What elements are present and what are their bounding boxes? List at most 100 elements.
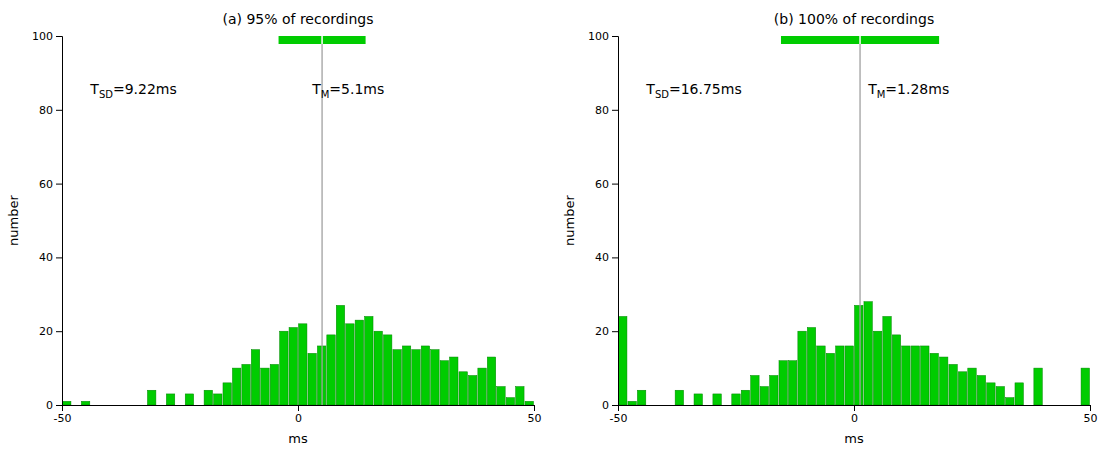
bar xyxy=(421,346,429,405)
bar xyxy=(1053,405,1061,406)
tick-mark xyxy=(612,184,618,185)
mean-line xyxy=(859,36,860,405)
tick-label: 60 xyxy=(39,178,53,191)
bar xyxy=(195,405,203,406)
bar xyxy=(826,353,834,405)
bar xyxy=(81,401,89,405)
bar xyxy=(138,405,146,406)
bar xyxy=(637,390,645,405)
bar xyxy=(72,405,80,406)
tick: 60 xyxy=(39,178,62,191)
tick: 40 xyxy=(39,251,62,264)
bar xyxy=(506,398,514,405)
tick-mark xyxy=(298,405,299,411)
tick-mark xyxy=(56,110,62,111)
figure: -50050020406080100(a) 95% of recordingsm… xyxy=(0,0,1112,451)
tick-label: 50 xyxy=(528,412,542,425)
bar xyxy=(280,331,288,405)
bar xyxy=(525,401,533,405)
bar xyxy=(864,302,872,405)
tick-label: 0 xyxy=(46,399,53,412)
bar xyxy=(675,390,683,405)
sd-band xyxy=(781,36,939,44)
bar xyxy=(63,401,71,405)
bar xyxy=(129,405,137,406)
bar xyxy=(619,316,627,405)
bar xyxy=(713,394,721,405)
tick-label: 50 xyxy=(1084,412,1098,425)
tick-mark xyxy=(612,36,618,37)
tick: 0 xyxy=(46,399,62,412)
bar xyxy=(939,357,947,405)
bar xyxy=(902,346,910,405)
bar xyxy=(289,328,297,405)
bar xyxy=(977,375,985,405)
bar xyxy=(628,401,636,405)
tick-label: 100 xyxy=(588,30,609,43)
tick-label: 20 xyxy=(595,325,609,338)
tick: 0 xyxy=(851,405,858,425)
bar xyxy=(91,405,99,406)
bar xyxy=(836,346,844,405)
annotation: TSD=9.22ms xyxy=(89,81,176,100)
bar xyxy=(1034,368,1042,405)
bar xyxy=(497,387,505,405)
tick: 100 xyxy=(588,30,618,43)
tick: 0 xyxy=(295,405,302,425)
bar xyxy=(383,335,391,405)
bar xyxy=(412,350,420,405)
tick-mark xyxy=(612,257,618,258)
bar xyxy=(242,364,250,405)
tick-mark xyxy=(612,331,618,332)
tick-label: -50 xyxy=(54,412,72,425)
bar xyxy=(855,305,863,405)
bar xyxy=(1072,405,1080,406)
tick-label: 0 xyxy=(602,399,609,412)
bar xyxy=(355,320,363,405)
x-axis: -50 0 50 xyxy=(610,405,1098,425)
bar xyxy=(996,387,1004,405)
bar xyxy=(958,372,966,405)
axis-line xyxy=(612,37,619,406)
tick-label: -50 xyxy=(610,412,628,425)
title: (a) 95% of recordings xyxy=(222,11,373,27)
tick-label: 80 xyxy=(595,104,609,117)
tick-mark xyxy=(56,331,62,332)
tick-mark xyxy=(56,36,62,37)
axis-line xyxy=(619,406,1091,412)
bar xyxy=(770,375,778,405)
y-axis: 0 20 40 60 80 100 xyxy=(588,30,619,412)
bar xyxy=(987,383,995,405)
tick-label: 60 xyxy=(595,178,609,191)
tick-mark xyxy=(612,405,618,406)
bar xyxy=(336,305,344,405)
tick: 40 xyxy=(595,251,618,264)
bar xyxy=(365,316,373,405)
bar xyxy=(147,390,155,405)
bar xyxy=(110,405,118,406)
tick-label: 0 xyxy=(295,412,302,425)
annotation: TSD=16.75ms xyxy=(645,81,741,100)
bar xyxy=(1024,405,1032,406)
bar xyxy=(685,405,693,406)
bar xyxy=(751,375,759,405)
panel: -50050020406080100(b) 100% of recordings… xyxy=(562,11,1098,446)
tick-label: 40 xyxy=(39,251,53,264)
bar xyxy=(807,328,815,405)
bar xyxy=(732,394,740,405)
tick-mark xyxy=(56,257,62,258)
tick: 20 xyxy=(595,325,618,338)
tick-mark xyxy=(534,405,535,411)
bar xyxy=(100,405,108,406)
panel: -50050020406080100(a) 95% of recordingsm… xyxy=(6,11,542,446)
bar xyxy=(788,361,796,405)
bar xyxy=(892,335,900,405)
bar xyxy=(873,331,881,405)
tick: 80 xyxy=(595,104,618,117)
bar xyxy=(1006,398,1014,405)
bar xyxy=(214,394,222,405)
bar xyxy=(468,375,476,405)
tick: 100 xyxy=(32,30,62,43)
bar xyxy=(119,405,127,406)
tick: 80 xyxy=(39,104,62,117)
